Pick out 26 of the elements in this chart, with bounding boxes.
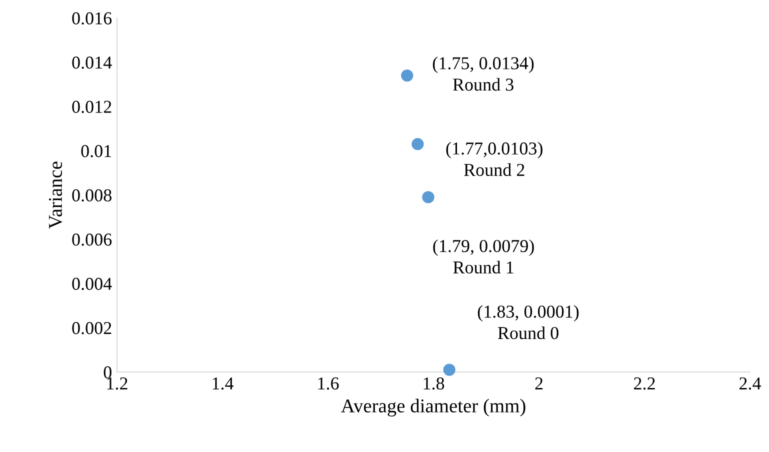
x-tick-label: 1.4 <box>212 377 234 390</box>
annotation: (1.79, 0.0079) Round 1 <box>433 239 534 274</box>
x-tick-label: 1.2 <box>107 377 128 390</box>
point <box>401 69 414 82</box>
y-tick-label: 0.002 <box>72 322 112 334</box>
x-axis-title: Average diameter (mm) <box>341 398 526 416</box>
point <box>443 364 456 376</box>
y-tick-label: 0.016 <box>72 12 112 25</box>
y-tick-label: 0.014 <box>72 56 112 69</box>
y-tick-label: 0.012 <box>72 100 112 114</box>
y-tick-label: 0.008 <box>72 189 112 202</box>
x-tick-label: 1.6 <box>318 377 339 390</box>
point <box>412 138 424 150</box>
y-axis-title: Variance <box>48 162 62 229</box>
x-tick-label: 2.4 <box>740 377 762 390</box>
annotation: (1.83, 0.0001) Round 0 <box>478 305 579 340</box>
point <box>422 191 434 204</box>
y-tick-label: 0.006 <box>72 234 112 246</box>
y-tick-label: 0.004 <box>72 278 112 290</box>
y-tick-label: 0 <box>104 366 112 378</box>
x-tick-label: 2 <box>535 377 543 390</box>
y-tick-label: 0.01 <box>81 145 112 158</box>
annotation: (1.75, 0.0134) Round 3 <box>432 56 534 91</box>
annotation: (1.77,0.0103) Round 2 <box>446 142 542 176</box>
x-tick-label: 2.2 <box>634 377 655 390</box>
x-tick-label: 1.8 <box>424 377 444 390</box>
